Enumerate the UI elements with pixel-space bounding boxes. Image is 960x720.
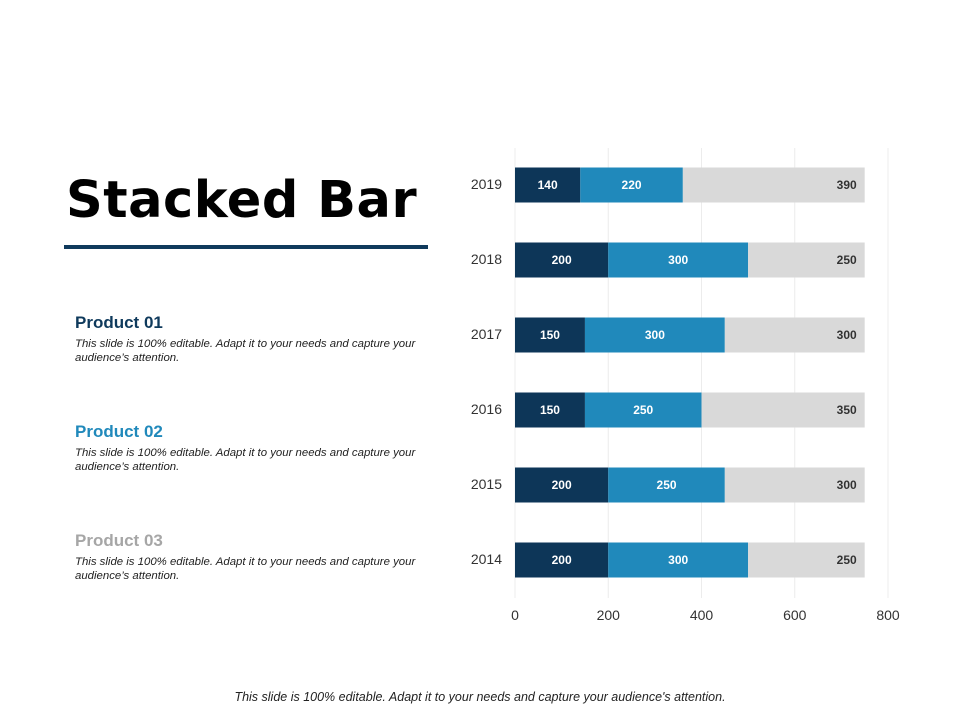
bar-segment-2014-1: [515, 542, 609, 578]
title-underline: [64, 245, 428, 249]
bar-segment-2014-2: [608, 542, 749, 578]
product-01-block: Product 01 This slide is 100% editable. …: [75, 313, 420, 365]
bar-segment-2016-3: [701, 392, 865, 428]
data-label: 200: [552, 553, 572, 567]
product-01-description: This slide is 100% editable. Adapt it to…: [75, 338, 416, 364]
bar-segment-2018-3: [748, 242, 865, 278]
bar-segment-2017-1: [515, 317, 585, 353]
product-02-name: Product 02: [75, 422, 163, 441]
product-01-name: Product 01: [75, 313, 163, 332]
data-label: 200: [552, 253, 572, 267]
product-03-block: Product 03 This slide is 100% editable. …: [75, 531, 420, 583]
data-label: 200: [552, 478, 572, 492]
bar-segment-2019-3: [682, 167, 865, 203]
data-label: 300: [837, 328, 857, 342]
bar-segment-2016-2: [584, 392, 702, 428]
data-label: 250: [657, 478, 677, 492]
product-03-name: Product 03: [75, 531, 163, 550]
category-label: 2019: [471, 176, 502, 192]
bar-segment-2019-2: [580, 167, 683, 203]
data-label: 250: [633, 403, 653, 417]
bar-segment-2016-1: [515, 392, 585, 428]
category-label: 2018: [471, 251, 502, 267]
product-02-description: This slide is 100% editable. Adapt it to…: [75, 447, 416, 473]
bar-segment-2019-1: [515, 167, 581, 203]
footer-note: This slide is 100% editable. Adapt it to…: [234, 690, 726, 704]
bar-segment-2015-3: [724, 467, 865, 503]
data-label: 300: [668, 253, 688, 267]
bar-segment-2017-2: [584, 317, 725, 353]
data-label: 350: [837, 403, 857, 417]
data-label: 300: [645, 328, 665, 342]
x-tick-label: 800: [876, 607, 900, 623]
product-03-description: This slide is 100% editable. Adapt it to…: [75, 556, 416, 582]
data-label: 150: [540, 328, 560, 342]
category-label: 2015: [471, 476, 502, 492]
bar-segment-2017-3: [724, 317, 865, 353]
bar-segment-2018-2: [608, 242, 749, 278]
product-02-block: Product 02 This slide is 100% editable. …: [75, 422, 420, 474]
bar-segment-2014-3: [748, 542, 865, 578]
category-label: 2014: [471, 551, 502, 567]
data-label: 250: [837, 553, 857, 567]
data-label: 250: [837, 253, 857, 267]
bar-segment-2015-1: [515, 467, 609, 503]
x-tick-label: 600: [783, 607, 807, 623]
data-label: 390: [837, 178, 857, 192]
data-label: 220: [622, 178, 642, 192]
bar-segment-2018-1: [515, 242, 609, 278]
data-label: 300: [668, 553, 688, 567]
category-label: 2016: [471, 401, 502, 417]
data-label: 140: [538, 178, 558, 192]
x-tick-label: 200: [597, 607, 621, 623]
category-label: 2017: [471, 326, 502, 342]
data-label: 150: [540, 403, 560, 417]
data-label: 300: [837, 478, 857, 492]
slide-title: Stacked Bar: [66, 171, 418, 230]
x-tick-label: 0: [511, 607, 519, 623]
bar-segment-2015-2: [608, 467, 725, 503]
x-tick-label: 400: [690, 607, 714, 623]
